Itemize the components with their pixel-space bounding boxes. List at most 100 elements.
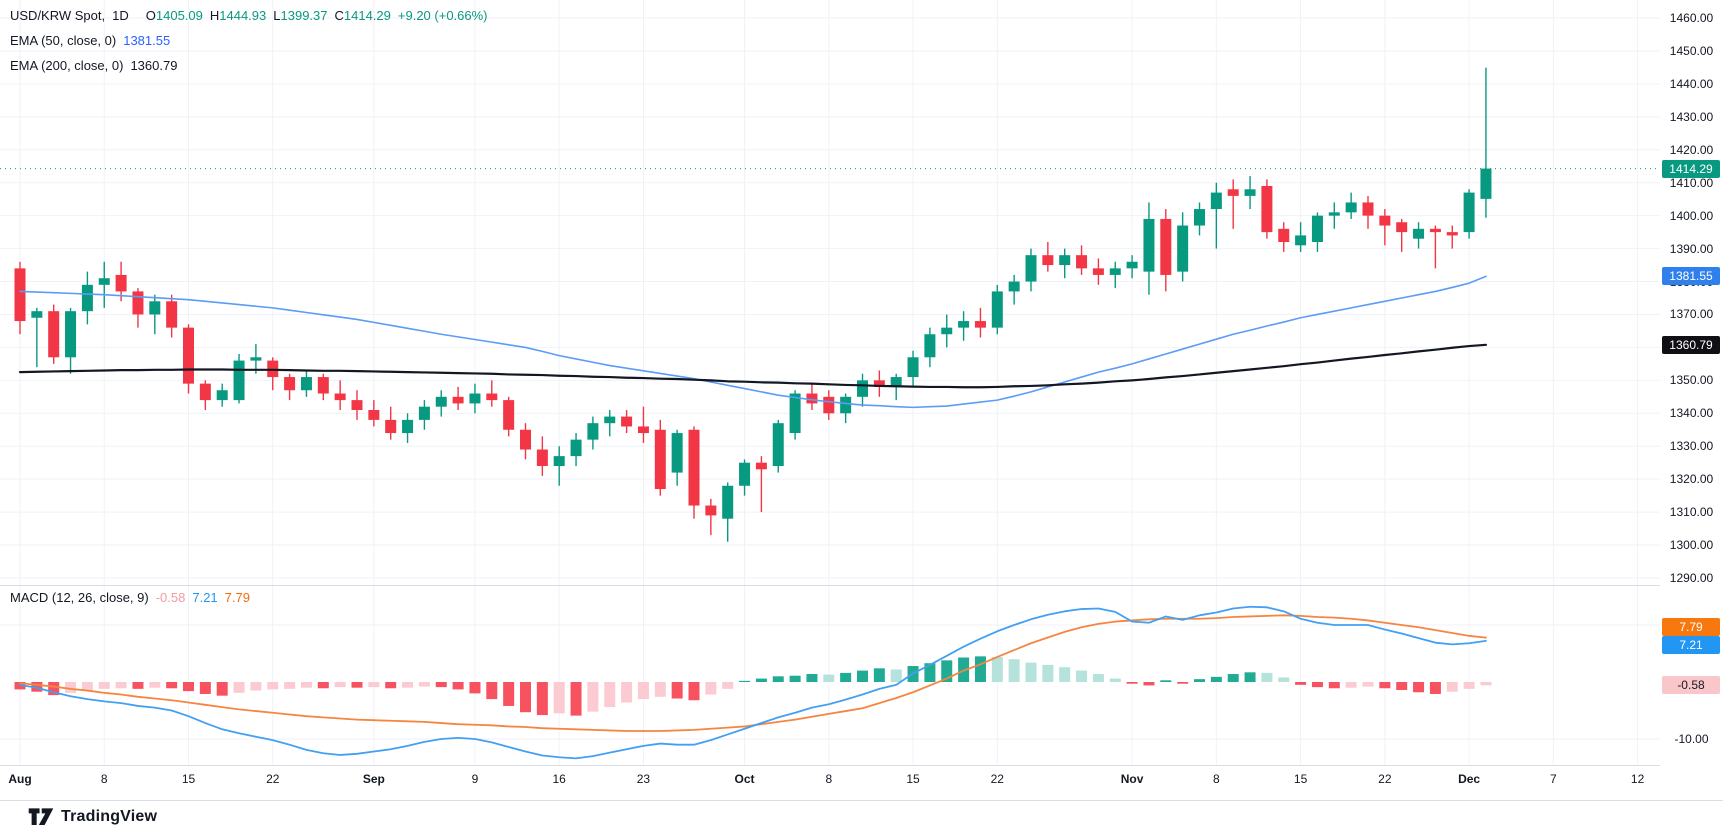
macd-line-badge: 7.21 <box>1662 635 1720 654</box>
candle-body <box>334 393 346 401</box>
candle-body <box>1446 232 1458 236</box>
macd-hist-bar <box>1396 682 1408 690</box>
candle-body <box>1362 202 1374 216</box>
candle-body <box>857 380 868 397</box>
price-tick-label: 1440.00 <box>1669 76 1714 91</box>
ema50-badge: 1381.55 <box>1662 267 1720 286</box>
candle-body <box>890 377 902 387</box>
macd-hist-bar <box>1109 678 1121 682</box>
candle-body <box>772 423 784 466</box>
candle-body <box>435 396 447 407</box>
candle-body <box>789 393 801 434</box>
candle-body <box>385 419 397 434</box>
macd-hist-bar <box>1244 672 1256 682</box>
macd-histogram <box>14 656 1492 716</box>
macd-hist-bar <box>806 674 818 682</box>
macd-hist-bar <box>1278 677 1290 682</box>
ema50-legend[interactable]: EMA (50, close, 0) 1381.55 <box>10 33 170 48</box>
macd-hist-bar <box>1025 662 1037 682</box>
candle-body <box>974 321 986 328</box>
ohlc-open: O1405.09 <box>145 8 203 23</box>
macd-hist-bar <box>166 682 178 689</box>
macd-hist-bar <box>1429 682 1441 694</box>
candle-body <box>688 429 700 506</box>
ohlc-low: L1399.37 <box>273 8 328 23</box>
candle-body <box>604 416 616 424</box>
macd-hist-bar <box>536 682 548 716</box>
macd-hist-bar <box>1092 674 1104 682</box>
candle-body <box>1092 268 1104 275</box>
macd-hist-bar <box>755 678 767 682</box>
candle-body <box>1126 261 1138 269</box>
macd-hist-bar <box>1379 682 1391 689</box>
candle-body <box>1429 228 1441 233</box>
macd-hist-bar <box>1059 667 1071 682</box>
macd-signal-badge: 7.79 <box>1662 617 1720 636</box>
symbol-legend[interactable]: USD/KRW Spot, 1D O1405.09 H1444.93 L1399… <box>10 8 488 23</box>
time-tick-label: Nov <box>1120 772 1144 786</box>
time-tick-label: 8 <box>100 772 108 786</box>
candle-body <box>65 311 77 358</box>
candle-body <box>907 357 919 378</box>
candle-body <box>1160 218 1172 275</box>
time-tick-label: 23 <box>636 772 651 786</box>
candle-body <box>1396 222 1408 233</box>
macd-hist-bar <box>233 682 245 693</box>
price-tick-label: 1450.00 <box>1669 43 1714 58</box>
macd-hist-bar <box>974 656 986 682</box>
candle-body <box>705 505 717 516</box>
macd-hist-bar <box>418 682 430 687</box>
candle-body <box>503 400 515 430</box>
candle-body <box>621 416 633 427</box>
price-tick-label: 1390.00 <box>1669 241 1714 256</box>
macd-hist-bar <box>890 669 902 682</box>
candle-body <box>452 396 464 404</box>
candle-body <box>654 429 666 490</box>
time-axis[interactable]: Aug 8 15 22 Sep 9 16 23 Oct 8 15 22 Nov 8 15 22 Dec 7 12 <box>0 766 1660 800</box>
ema50-value: 1381.55 <box>123 33 171 48</box>
macd-hist-bar <box>81 682 93 691</box>
candle-body <box>14 268 26 322</box>
macd-hist-bar <box>402 682 414 688</box>
time-tick-label: 16 <box>552 772 566 786</box>
macd-hist-bar <box>435 682 447 688</box>
macd-hist-bar <box>183 682 194 692</box>
macd-hist-bar <box>570 682 582 716</box>
macd-hist-bar <box>705 682 717 695</box>
macd-hist-bar <box>604 682 616 708</box>
candle-body <box>31 311 43 318</box>
ema200-legend[interactable]: EMA (200, close, 0) 1360.79 <box>10 58 177 73</box>
time-tick-label: 9 <box>471 772 479 786</box>
candle-body <box>991 291 1003 328</box>
candle-body <box>469 393 481 404</box>
candle-body <box>570 439 582 457</box>
candle-body <box>199 383 211 401</box>
time-tick-label: 22 <box>1378 772 1392 786</box>
price-axis[interactable]: 1460.00 1450.00 1440.00 1430.00 1420.00 1410.… <box>1660 0 1723 800</box>
tradingview-logo[interactable]: TradingView <box>28 806 157 828</box>
macd-hist-bar <box>199 682 211 694</box>
macd-hist-bar <box>991 656 1003 682</box>
candle-body <box>958 321 970 328</box>
macd-hist-bar <box>115 682 127 689</box>
candle-body <box>1042 255 1054 266</box>
candle-body <box>553 456 565 466</box>
macd-hist-bar <box>1362 682 1374 687</box>
candle-body <box>132 291 144 315</box>
macd-hist-bar <box>671 682 683 699</box>
candle-body <box>1413 228 1425 239</box>
time-tick-label: 15 <box>906 772 920 786</box>
candle-body <box>1311 215 1323 242</box>
candle-body <box>1261 185 1273 233</box>
candle-body <box>536 449 548 466</box>
last-price-badge: 1414.29 <box>1662 159 1720 178</box>
ema200-name: EMA (200, close, 0) <box>10 58 124 73</box>
macd-hist-bar <box>941 660 953 682</box>
macd-legend[interactable]: MACD (12, 26, close, 9) -0.58 7.21 7.79 <box>10 590 250 605</box>
ema200-line <box>18 343 1488 389</box>
candle-body <box>1008 281 1020 292</box>
candles <box>14 67 1492 542</box>
macd-line-value: 7.21 <box>192 590 218 605</box>
macd-hist-bar <box>1413 682 1425 693</box>
